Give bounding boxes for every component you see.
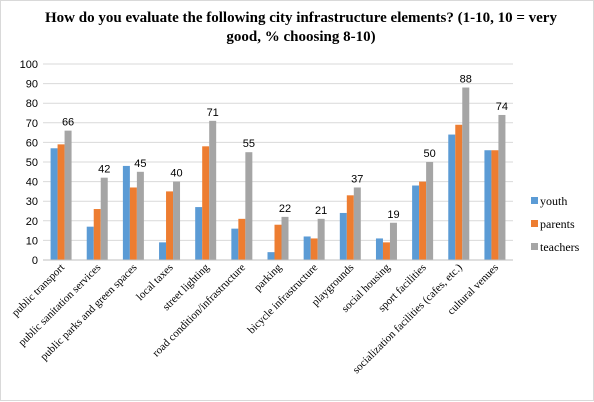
data-label: 42 xyxy=(98,164,110,176)
legend-swatch-teachers xyxy=(531,243,538,250)
bar-teachers xyxy=(390,223,397,260)
bar-youth xyxy=(159,242,166,260)
data-label: 22 xyxy=(279,203,291,215)
bar-youth xyxy=(340,213,347,260)
y-tick-label: 50 xyxy=(26,157,38,169)
bar-parents xyxy=(419,182,426,260)
bar-teachers xyxy=(318,219,325,260)
bar-youth xyxy=(448,135,455,260)
bar-teachers xyxy=(498,115,505,260)
y-tick-label: 10 xyxy=(26,235,38,247)
bar-youth xyxy=(412,186,419,260)
data-label: 21 xyxy=(315,205,327,217)
y-tick-label: 80 xyxy=(26,98,38,110)
bars xyxy=(51,88,506,260)
bar-parents xyxy=(58,144,65,260)
category-label: parking xyxy=(252,261,285,294)
data-label: 74 xyxy=(496,101,508,113)
legend-swatch-youth xyxy=(531,197,538,204)
bar-parents xyxy=(491,150,498,260)
data-label: 55 xyxy=(243,138,255,150)
legend: youth parents teachers xyxy=(531,194,580,254)
data-label: 50 xyxy=(423,148,435,160)
bar-youth xyxy=(87,227,94,260)
data-label: 66 xyxy=(62,117,74,129)
data-label: 19 xyxy=(387,209,399,221)
y-tick-label: 0 xyxy=(32,255,38,267)
category-label: bicycle infrastructure xyxy=(245,262,320,337)
bar-parents xyxy=(311,238,318,260)
data-label: 40 xyxy=(170,168,182,180)
data-label: 37 xyxy=(351,173,363,185)
bar-teachers xyxy=(173,182,180,260)
bar-teachers xyxy=(245,152,252,260)
bar-parents xyxy=(202,146,209,260)
legend-label-parents: parents xyxy=(540,217,575,231)
bar-youth xyxy=(376,238,383,260)
bar-parents xyxy=(94,209,101,260)
legend-label-teachers: teachers xyxy=(540,240,580,254)
y-tick-label: 40 xyxy=(26,177,38,189)
bar-parents xyxy=(130,187,137,260)
bar-youth xyxy=(484,150,491,260)
bar-parents xyxy=(455,125,462,260)
y-tick-label: 70 xyxy=(26,118,38,130)
bar-teachers xyxy=(354,187,361,260)
data-label: 71 xyxy=(207,107,219,119)
legend-swatch-parents xyxy=(531,220,538,227)
bar-parents xyxy=(238,219,245,260)
y-tick-label: 20 xyxy=(26,216,38,228)
bar-youth xyxy=(51,148,58,260)
bar-parents xyxy=(166,191,173,260)
bar-teachers xyxy=(282,217,289,260)
bar-parents xyxy=(347,195,354,260)
bar-youth xyxy=(268,252,275,260)
y-tick-label: 100 xyxy=(20,59,38,71)
bar-teachers xyxy=(137,172,144,260)
bar-parents xyxy=(275,225,282,260)
y-tick-label: 30 xyxy=(26,196,38,208)
bar-teachers xyxy=(426,162,433,260)
bar-youth xyxy=(195,207,202,260)
bar-youth xyxy=(231,229,238,260)
bar-teachers xyxy=(65,131,72,260)
data-label: 45 xyxy=(134,158,146,170)
data-label: 88 xyxy=(460,74,472,86)
bar-teachers xyxy=(462,88,469,260)
bar-youth xyxy=(304,236,311,260)
y-tick-label: 90 xyxy=(26,79,38,91)
bar-teachers xyxy=(209,121,216,260)
bar-parents xyxy=(383,242,390,260)
bar-youth xyxy=(123,166,130,260)
legend-label-youth: youth xyxy=(540,194,567,208)
y-tick-label: 60 xyxy=(26,137,38,149)
bar-teachers xyxy=(101,178,108,260)
